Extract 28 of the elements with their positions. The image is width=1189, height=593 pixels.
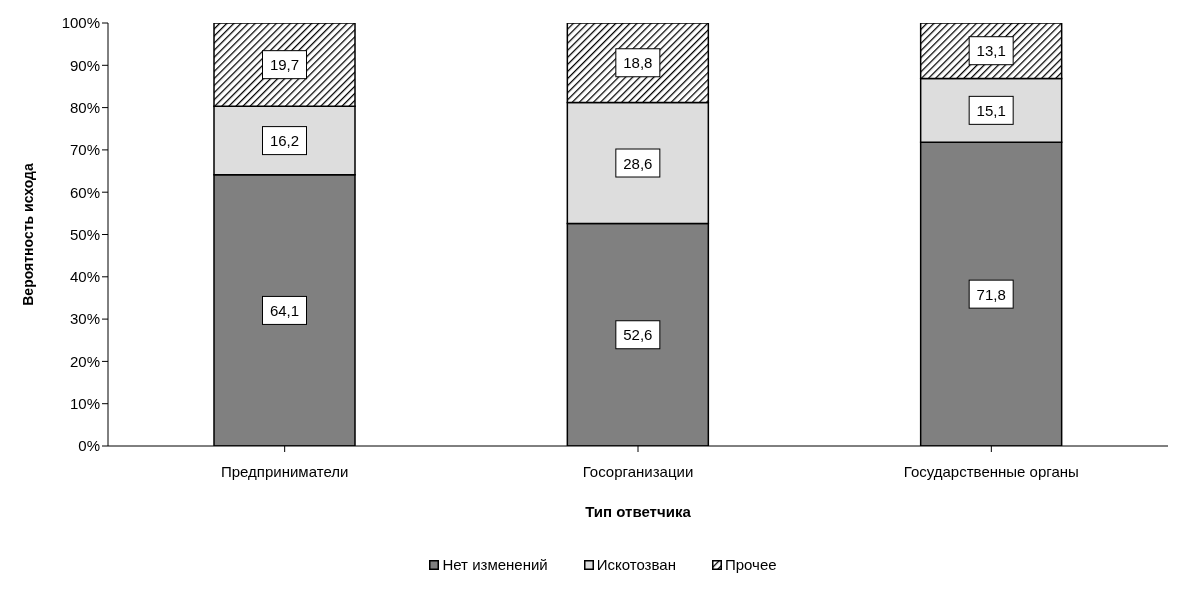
x-tick-label: Предприниматели (220, 462, 349, 480)
legend-label: Нет изменений (441, 556, 548, 573)
x-tick-label: Госорганизации (582, 462, 694, 480)
data-label: 19,7 (269, 56, 300, 74)
data-label: 28,6 (623, 154, 653, 172)
data-label: 64,1 (269, 301, 300, 319)
data-label: 15,1 (976, 101, 1006, 119)
y-tick-label: 20% (69, 352, 100, 370)
x-axis-title: Тип ответчика (585, 502, 692, 520)
data-label: 52,6 (623, 326, 653, 344)
data-label: 16,2 (269, 132, 300, 150)
legend-label: Искотозван (595, 556, 676, 573)
y-tick-label: 0% (78, 437, 100, 455)
data-label: 13,1 (976, 42, 1006, 60)
y-tick-label: 30% (69, 310, 100, 328)
y-tick-label: 70% (69, 141, 100, 159)
y-tick-label: 40% (69, 268, 100, 286)
data-label: 71,8 (976, 285, 1006, 303)
x-tick-label: Государственные органы (903, 462, 1079, 480)
y-tick-label: 50% (69, 225, 100, 243)
y-tick-label: 90% (69, 56, 100, 74)
legend-label: Прочее (723, 556, 777, 573)
y-tick-label: 60% (69, 183, 100, 201)
data-label: 18,8 (623, 54, 653, 72)
y-axis-title: Вероятность исхода (19, 163, 36, 306)
y-tick-label: 100% (61, 14, 100, 32)
y-tick-label: 80% (69, 98, 100, 116)
y-tick-label: 10% (69, 395, 100, 413)
